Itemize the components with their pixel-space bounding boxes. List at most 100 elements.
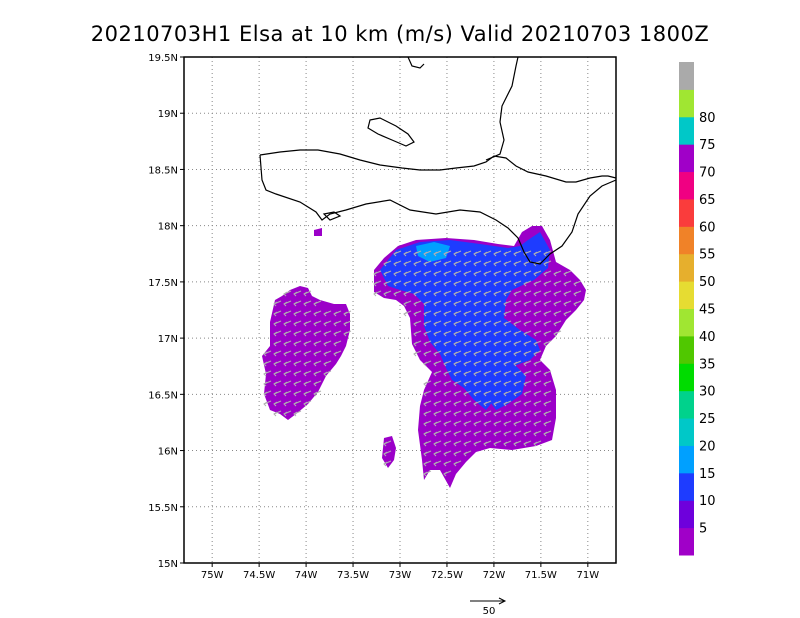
wind-vector-arrow (523, 400, 532, 407)
figure-title: 20210703H1 Elsa at 10 km (m/s) Valid 202… (91, 22, 709, 46)
wind-vector-arrow (483, 310, 492, 317)
wind-vector-arrow (533, 420, 542, 427)
wind-vector-arrow (413, 250, 422, 257)
wind-vector-arrow (393, 270, 402, 277)
wind-vector-arrow (443, 470, 452, 477)
wind-vector-arrow (563, 270, 572, 277)
x-tick-label: 71W (577, 570, 600, 581)
wind-vector-arrow (493, 250, 502, 257)
wind-vector-arrow (463, 290, 472, 297)
wind-vector-arrow (393, 290, 402, 297)
wind-vector-arrow (443, 450, 452, 457)
wind-vector-arrow (543, 330, 552, 337)
wind-vector-arrow (513, 380, 522, 387)
wind-vector-arrow (303, 340, 312, 347)
wind-vector-arrow (513, 350, 522, 357)
colorbar-segment (679, 198, 694, 227)
wind-vector-arrow (443, 430, 452, 437)
wind-vector-arrow (433, 290, 442, 297)
wind-vector-arrow (513, 310, 522, 317)
wind-vector-arrow (263, 350, 272, 357)
wind-vector-arrow (433, 400, 442, 407)
wind-vector-arrow (423, 250, 432, 257)
wind-vector-arrow (513, 260, 522, 267)
wind-vector-arrow (333, 330, 342, 337)
wind-vector-arrow (283, 290, 292, 297)
wind-vector-arrow (263, 360, 272, 367)
wind-vector-arrow (533, 250, 542, 257)
wind-vector-arrow (503, 340, 512, 347)
wind-vector-arrow (503, 430, 512, 437)
wind-vector-arrow (433, 280, 442, 287)
wind-vector-arrow (473, 420, 482, 427)
wind-vector-arrow (403, 310, 412, 317)
colorbar-segment (679, 472, 694, 501)
wind-vector-arrow (443, 380, 452, 387)
wind-vector-arrow (503, 400, 512, 407)
axis-ticks: 75W 74.5W 74W 73.5W 73W 72.5W 72W 71.5W 71W 19.5N… (148, 53, 599, 581)
wind-vector-arrow (423, 260, 432, 267)
wind-vector-arrow (543, 320, 552, 327)
y-tick-label: 15.5N (148, 503, 178, 514)
wind-vector-arrow (293, 340, 302, 347)
wind-vector-arrow (283, 370, 292, 377)
wind-vector-arrow (443, 250, 452, 257)
wind-vector-arrow (293, 370, 302, 377)
wind-vector-arrow (513, 410, 522, 417)
wind-vector-arrow (453, 400, 462, 407)
wind-vector-arrow (333, 350, 342, 357)
wind-vector-arrow (423, 460, 432, 467)
wind-vector-arrow (533, 410, 542, 417)
wind-vector-arrow (483, 280, 492, 287)
wind-vector-arrow (323, 310, 332, 317)
wind-vector-arrow (333, 340, 342, 347)
wind-vector-arrow (543, 290, 552, 297)
wind-vector-arrow (433, 370, 442, 377)
wind-vector-arrow (433, 410, 442, 417)
wind-vector-arrow (473, 390, 482, 397)
colorbar-label: 10 (699, 494, 716, 509)
wind-vector-arrow (463, 340, 472, 347)
wind-vector-arrow (523, 410, 532, 417)
wind-vector-arrow (543, 390, 552, 397)
wind-vector-arrow (453, 440, 462, 447)
wind-vector-arrow (483, 420, 492, 427)
wind-vector-arrow (503, 270, 512, 277)
wind-vector-arrow (413, 340, 422, 347)
wind-vector-arrow (293, 390, 302, 397)
colorbar-label: 65 (699, 193, 716, 208)
wind-vector-arrow (473, 320, 482, 327)
wind-vector-arrow (283, 380, 292, 387)
wind-vector-arrow (543, 420, 552, 427)
x-tick-label: 71.5W (525, 570, 557, 581)
wind-vector-arrow (533, 330, 542, 337)
wind-vector-arrow (503, 440, 512, 447)
wind-vector-arrow (423, 300, 432, 307)
wind-vector-arrow (473, 310, 482, 317)
wind-vector-arrow (463, 260, 472, 267)
wind-vector-arrow (313, 320, 322, 327)
wind-vector-arrow (563, 290, 572, 297)
wind-vector-arrow (433, 250, 442, 257)
coastline-cay (322, 211, 342, 221)
colorbar-label: 75 (699, 138, 716, 153)
wind-vector-arrow (443, 260, 452, 267)
wind-vector-arrow (533, 370, 542, 377)
wind-vector-arrow (513, 390, 522, 397)
wind-vector-arrow (463, 390, 472, 397)
wind-vector-arrow (463, 250, 472, 257)
wind-vector-arrow (413, 260, 422, 267)
wind-vector-arrow (523, 340, 532, 347)
y-tick-label: 19.5N (148, 53, 178, 64)
wind-vector-arrow (553, 270, 562, 277)
colorbar-segment (679, 226, 694, 255)
wind-vector-arrow (313, 300, 322, 307)
wind-vector-arrow (533, 270, 542, 277)
x-tick-label: 72.5W (431, 570, 463, 581)
wind-vector-arrow (463, 370, 472, 377)
wind-vector-arrow (313, 350, 322, 357)
wind-vector-arrow (503, 380, 512, 387)
wind-vector-arrow (503, 420, 512, 427)
wind-vector-arrow (313, 330, 322, 337)
wind-vector-arrow (503, 360, 512, 367)
